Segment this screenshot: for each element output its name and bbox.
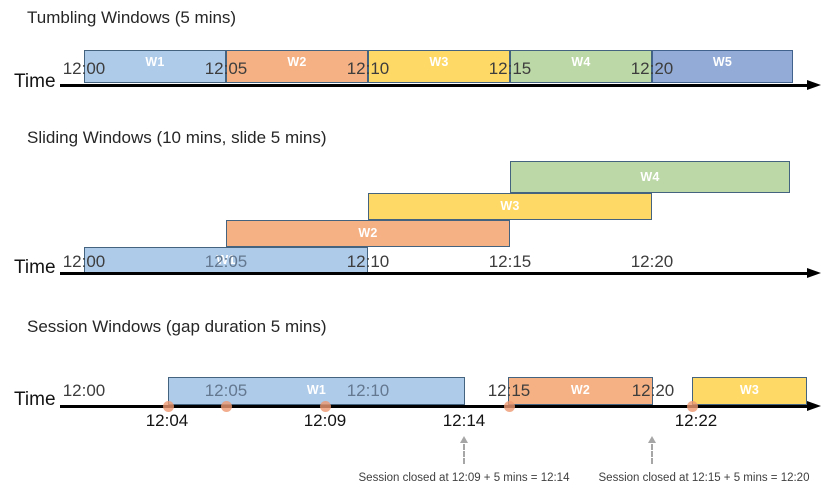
session-below-label-1209: 12:09 — [303, 411, 347, 430]
session-dashed-arrowhead-1 — [459, 436, 468, 443]
sliding-window-w1-label: W1 — [216, 253, 236, 267]
sliding-tick-1215: 12:15 — [488, 252, 532, 271]
session-tick-1205: 12:05 — [204, 381, 248, 400]
sliding-tick-1210: 12:10 — [346, 252, 390, 271]
session-event-dot-1 — [162, 400, 174, 412]
session-window-w1 — [168, 377, 465, 405]
tumbling-window-w1 — [84, 50, 226, 83]
tumbling-tick-1205: 12:05 — [204, 59, 248, 78]
session-tick-1210: 12:10 — [346, 381, 390, 400]
sliding-time-axis-arrowhead — [807, 268, 821, 278]
sliding-window-w4-label: W4 — [640, 170, 660, 184]
tumbling-window-w3-label: W3 — [429, 55, 449, 69]
tumbling-tick-1200: 12:00 — [62, 59, 106, 78]
tumbling-section-title: Tumbling Windows (5 mins) — [27, 8, 237, 27]
session-time-axis-label: Time — [14, 389, 56, 410]
sliding-tick-1200: 12:00 — [62, 252, 106, 271]
tumbling-window-w5-label: W5 — [712, 55, 733, 69]
session-tick-1200: 12:00 — [62, 381, 106, 400]
session-window-w3 — [692, 377, 807, 405]
session-event-dot-2 — [220, 400, 232, 412]
tumbling-window-w2 — [226, 50, 368, 83]
session-tick-1215: 12:15 — [487, 381, 531, 400]
tumbling-window-w5 — [652, 50, 793, 83]
session-event-dot-4 — [503, 400, 515, 412]
tumbling-window-w3 — [368, 50, 510, 83]
tumbling-time-axis — [60, 84, 808, 87]
session-closed-annotation-1: Session closed at 12:09 + 5 mins = 12:14 — [358, 472, 570, 484]
sliding-window-w3 — [368, 193, 652, 220]
session-section-title: Session Windows (gap duration 5 mins) — [27, 317, 327, 336]
session-event-dot-3 — [319, 400, 331, 412]
tumbling-tick-1210: 12:10 — [346, 59, 390, 78]
session-below-label-1214: 12:14 — [442, 411, 486, 430]
sliding-window-w1 — [84, 247, 368, 273]
tumbling-window-w1-label: W1 — [145, 55, 165, 69]
sliding-section-title: Sliding Windows (10 mins, slide 5 mins) — [27, 128, 327, 147]
tumbling-time-axis-label: Time — [14, 71, 56, 92]
tumbling-window-w4-label: W4 — [571, 55, 591, 69]
session-dashed-arrow-line-2 — [651, 444, 653, 464]
session-dashed-arrow-line-1 — [463, 444, 465, 464]
session-below-label-1204: 12:04 — [145, 411, 189, 430]
tumbling-tick-1215: 12:15 — [488, 59, 532, 78]
sliding-time-axis-label: Time — [14, 257, 56, 278]
session-dashed-arrowhead-2 — [647, 436, 656, 443]
session-window-w2 — [508, 377, 653, 405]
session-tick-1220: 12:20 — [631, 381, 675, 400]
session-below-label-1222: 12:22 — [674, 411, 718, 430]
sliding-window-w2 — [226, 220, 510, 247]
sliding-tick-1205: 12:05 — [204, 252, 248, 271]
session-window-w3-label: W3 — [739, 383, 760, 397]
sliding-tick-1220: 12:20 — [630, 252, 674, 271]
tumbling-time-axis-arrowhead — [807, 80, 821, 90]
session-closed-annotation-2: Session closed at 12:15 + 5 mins = 12:20 — [598, 472, 810, 484]
sliding-time-axis — [60, 272, 808, 275]
sliding-window-w4 — [510, 161, 790, 193]
session-time-axis — [60, 405, 808, 408]
tumbling-tick-1220: 12:20 — [630, 59, 674, 78]
session-window-w1-label: W1 — [306, 383, 327, 397]
session-window-w2-label: W2 — [570, 383, 591, 397]
session-event-dot-5 — [686, 400, 698, 412]
tumbling-window-w2-label: W2 — [287, 55, 307, 69]
sliding-window-w2-label: W2 — [358, 226, 378, 240]
session-time-axis-arrowhead — [807, 401, 821, 411]
tumbling-window-w4 — [510, 50, 652, 83]
sliding-window-w3-label: W3 — [500, 199, 520, 213]
